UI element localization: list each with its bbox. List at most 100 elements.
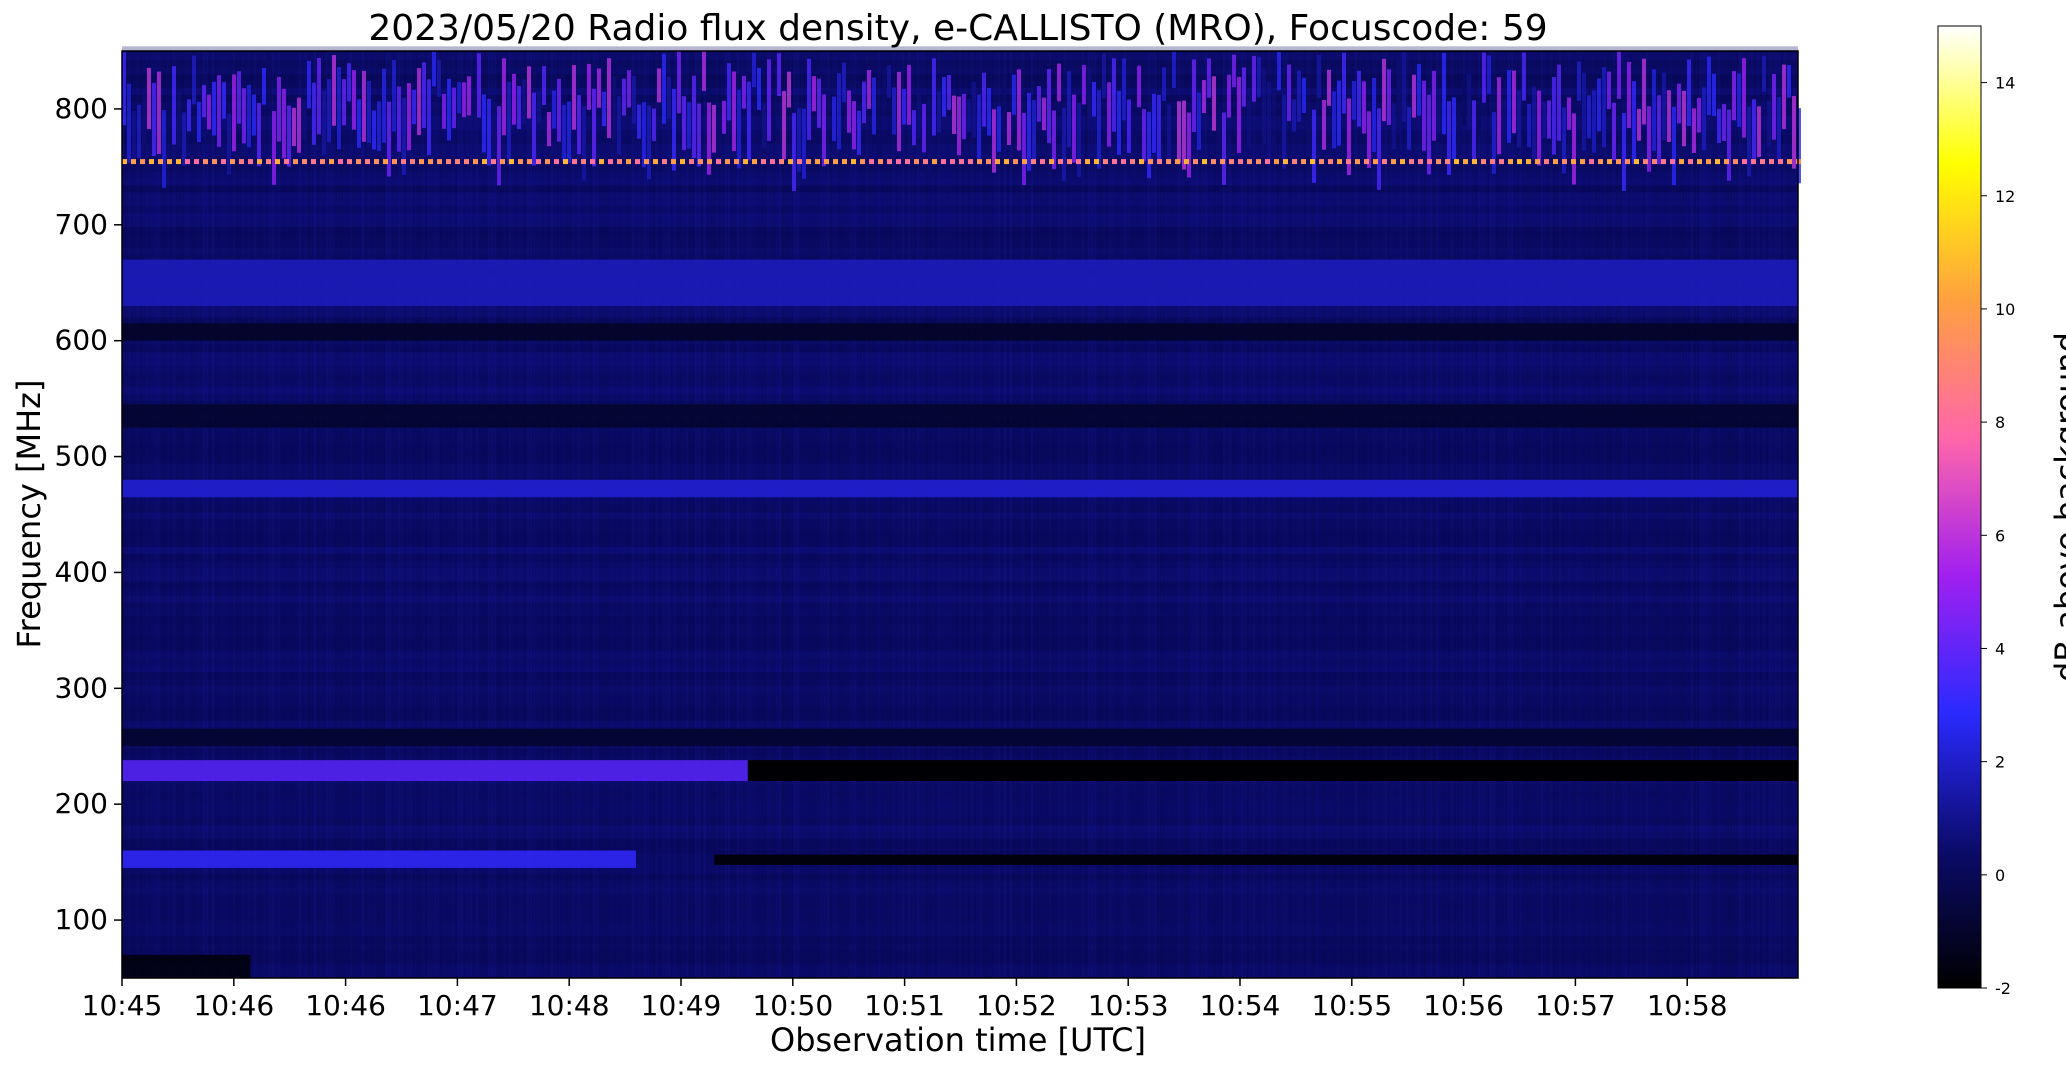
heatmap-streak (1193, 51, 1195, 978)
interference-dash (734, 159, 739, 165)
heatmap-cell (1277, 51, 1281, 91)
heatmap-streak (149, 51, 151, 978)
heatmap-row (122, 699, 1798, 707)
heatmap-cell (1137, 65, 1141, 108)
heatmap-cell (1432, 70, 1436, 141)
heatmap-streak (851, 51, 853, 978)
heatmap-streak (266, 51, 268, 978)
interference-dash (1130, 159, 1135, 165)
heatmap-streak (476, 51, 478, 978)
heatmap-streak (1652, 51, 1654, 978)
heatmap-cell (1602, 67, 1606, 148)
heatmap-row (122, 658, 1798, 666)
heatmap-streak (563, 51, 565, 978)
heatmap-streak (968, 51, 970, 978)
heatmap-streak (1610, 51, 1612, 978)
heatmap-cell (1552, 77, 1556, 155)
heatmap-streak (1508, 51, 1510, 978)
heatmap-cell (722, 100, 726, 134)
heatmap-cell (167, 83, 171, 133)
interference-dash (284, 159, 289, 165)
heatmap-cell (1607, 71, 1611, 110)
interference-dash (986, 159, 991, 165)
heatmap-cell (592, 88, 596, 167)
heatmap-streak (1523, 51, 1525, 978)
interference-dash (1508, 159, 1513, 165)
interference-dash (491, 159, 496, 165)
heatmap-streak (548, 51, 550, 978)
heatmap-streak (317, 51, 319, 978)
heatmap-cell (757, 67, 761, 110)
x-tick-label: 10:47 (417, 989, 498, 1022)
heatmap-streak (767, 51, 769, 978)
heatmap-cell (842, 62, 846, 103)
heatmap-streak (1388, 51, 1390, 978)
heatmap-streak (1730, 51, 1732, 978)
heatmap-streak (716, 51, 718, 978)
y-axis-label: Frequency [MHz] (10, 380, 48, 649)
heatmap-streak (1274, 51, 1276, 978)
heatmap-cell (782, 91, 786, 160)
heatmap-cell (347, 63, 351, 102)
heatmap-streak (1166, 51, 1168, 978)
heatmap-streak (224, 51, 226, 978)
heatmap-streak (1235, 51, 1237, 978)
heatmap-streak (521, 51, 523, 978)
heatmap-cell (147, 67, 151, 130)
heatmap-streak (992, 51, 994, 978)
heatmap-streak (764, 51, 766, 978)
heatmap-row (122, 623, 1798, 631)
heatmap-cell (1172, 51, 1176, 88)
interference-dash (1202, 159, 1207, 165)
heatmap-cell (737, 89, 741, 169)
interference-dash (1283, 159, 1288, 165)
heatmap-row (122, 393, 1798, 401)
heatmap-streak (1208, 51, 1210, 978)
heatmap-cell (1227, 74, 1231, 118)
heatmap-cell (1797, 108, 1801, 184)
heatmap-streak (1544, 51, 1546, 978)
heatmap-cell (1562, 107, 1566, 174)
heatmap-cell (487, 98, 491, 166)
heatmap-cell (1377, 108, 1381, 190)
heatmap-streak (1028, 51, 1030, 978)
heatmap-streak (1241, 51, 1243, 978)
heatmap-cell (927, 96, 931, 174)
heatmap-cell (232, 74, 236, 152)
heatmap-cell (1022, 113, 1026, 186)
heatmap-cell (742, 75, 746, 109)
interference-dash (536, 159, 541, 165)
heatmap-cell (267, 53, 271, 98)
heatmap-cell (252, 94, 256, 136)
heatmap-row (122, 644, 1798, 652)
heatmap-cell (1362, 81, 1366, 134)
heatmap-streak (1571, 51, 1573, 978)
heatmap-cell (987, 87, 991, 136)
y-tick-label: 500 (55, 440, 108, 473)
heatmap-streak (602, 51, 604, 978)
heatmap-row (122, 964, 1798, 972)
heatmap-cell (1357, 70, 1361, 127)
heatmap-cell (477, 53, 481, 118)
heatmap-cell (1597, 78, 1601, 132)
heatmap-cell (1262, 68, 1266, 145)
heatmap-streak (758, 51, 760, 978)
heatmap-streak (839, 51, 841, 978)
heatmap-cell (762, 103, 766, 148)
interference-dash (401, 159, 406, 165)
interference-dash (1526, 159, 1531, 165)
heatmap-streak (1790, 51, 1792, 978)
heatmap-streak (1370, 51, 1372, 978)
heatmap-streak (749, 51, 751, 978)
heatmap-cell (132, 110, 136, 160)
heatmap-cell (297, 97, 301, 153)
heatmap-streak (785, 51, 787, 978)
heatmap-row (122, 908, 1798, 916)
heatmap-cell (1762, 56, 1766, 92)
heatmap-row (122, 46, 1798, 54)
heatmap-cell (1062, 107, 1066, 181)
heatmap-row (122, 213, 1798, 221)
interference-dash (662, 159, 667, 165)
interference-dash (239, 159, 244, 165)
heatmap-cell (617, 96, 621, 155)
